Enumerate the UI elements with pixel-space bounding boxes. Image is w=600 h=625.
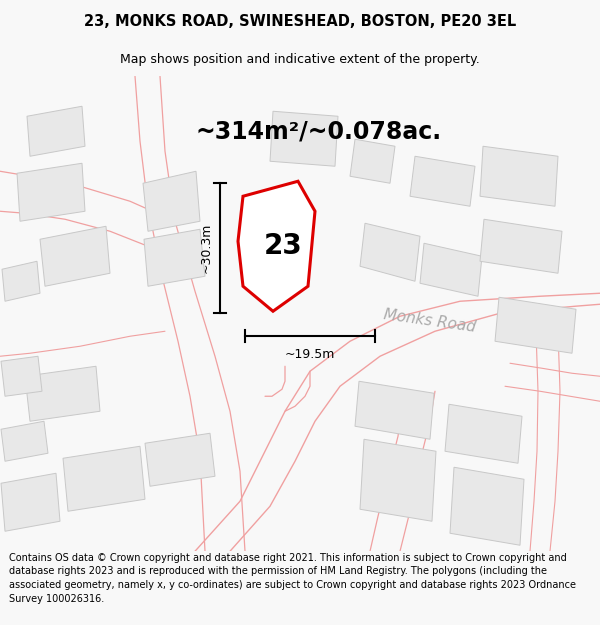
Text: Monks Road: Monks Road — [383, 308, 477, 335]
Text: 23, MONKS ROAD, SWINESHEAD, BOSTON, PE20 3EL: 23, MONKS ROAD, SWINESHEAD, BOSTON, PE20… — [84, 14, 516, 29]
Polygon shape — [270, 111, 338, 166]
Polygon shape — [410, 156, 475, 206]
Polygon shape — [17, 163, 85, 221]
Polygon shape — [480, 146, 558, 206]
Text: 23: 23 — [263, 232, 302, 260]
Polygon shape — [144, 229, 205, 286]
Polygon shape — [145, 433, 215, 486]
Polygon shape — [360, 223, 420, 281]
Text: ~19.5m: ~19.5m — [285, 348, 335, 361]
Polygon shape — [420, 243, 482, 296]
Polygon shape — [480, 219, 562, 273]
Text: ~314m²/~0.078ac.: ~314m²/~0.078ac. — [195, 119, 441, 143]
Polygon shape — [1, 356, 42, 396]
Polygon shape — [360, 439, 436, 521]
Polygon shape — [1, 421, 48, 461]
Polygon shape — [63, 446, 145, 511]
Text: ~30.3m: ~30.3m — [199, 223, 212, 274]
Polygon shape — [27, 106, 85, 156]
Polygon shape — [445, 404, 522, 463]
Polygon shape — [143, 171, 200, 231]
Text: Map shows position and indicative extent of the property.: Map shows position and indicative extent… — [120, 53, 480, 66]
Text: Contains OS data © Crown copyright and database right 2021. This information is : Contains OS data © Crown copyright and d… — [9, 552, 576, 604]
Polygon shape — [355, 381, 434, 439]
Polygon shape — [238, 181, 315, 311]
Polygon shape — [25, 366, 100, 421]
Polygon shape — [350, 139, 395, 183]
Polygon shape — [495, 298, 576, 353]
Polygon shape — [2, 261, 40, 301]
Polygon shape — [40, 226, 110, 286]
Polygon shape — [1, 473, 60, 531]
Polygon shape — [450, 468, 524, 545]
